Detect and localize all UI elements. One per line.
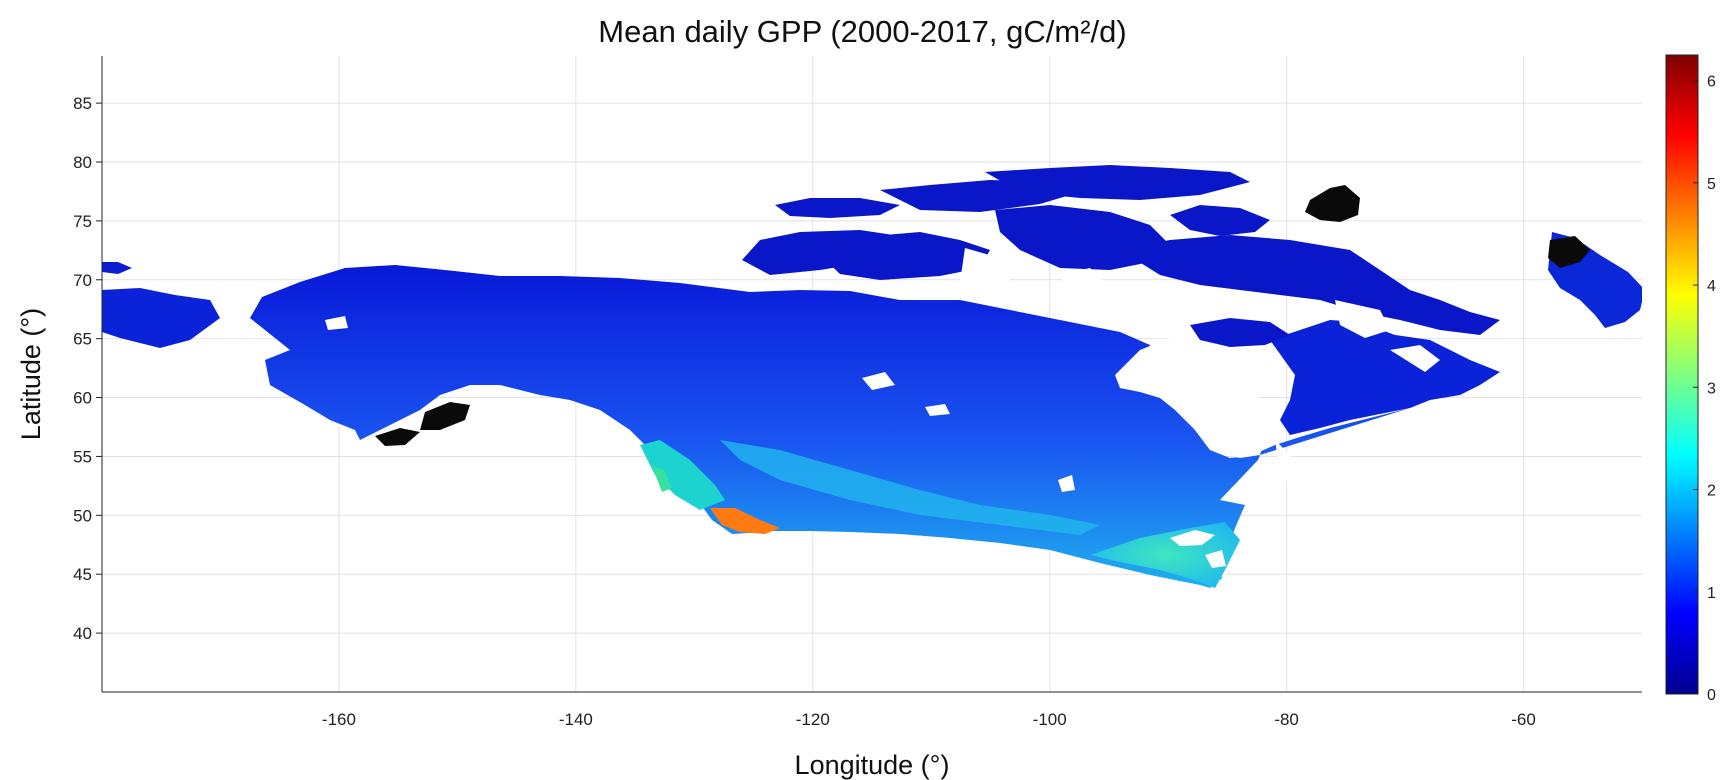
haida-gwaii xyxy=(652,466,672,492)
colorbar-ticks: 0 1 2 3 4 5 6 xyxy=(1693,74,1716,704)
y-axis-label: Latitude (°) xyxy=(16,308,46,440)
mainland-region xyxy=(250,265,1410,588)
y-tick-label: 70 xyxy=(73,271,92,290)
lake-huron xyxy=(1205,550,1226,568)
siberia-edge xyxy=(102,262,132,274)
gpp-map xyxy=(102,165,1642,588)
chart-title: Mean daily GPP (2000-2017, gC/m²/d) xyxy=(598,14,1127,49)
interior-lakes xyxy=(210,316,1075,492)
x-tick-label: -80 xyxy=(1274,710,1299,729)
pacific-coast-forest xyxy=(640,440,725,510)
y-tick-label: 85 xyxy=(73,94,92,113)
colorbar xyxy=(1665,54,1699,695)
x-tick-label: -120 xyxy=(796,710,830,729)
colorbar-tick-label: 2 xyxy=(1707,483,1716,500)
x-tick-labels: -160 -140 -120 -100 -80 -60 xyxy=(322,710,1536,729)
colorbar-tick-label: 4 xyxy=(1707,278,1716,295)
x-tick-label: -100 xyxy=(1033,710,1067,729)
boreal-plains xyxy=(720,440,1100,535)
coast-range-nodata xyxy=(375,428,420,446)
y-tick-label: 45 xyxy=(73,565,92,584)
y-tick-label: 55 xyxy=(73,447,92,466)
y-tick-label: 65 xyxy=(73,330,92,349)
arctic-inlets xyxy=(960,248,1440,372)
colorbar-tick-label: 6 xyxy=(1707,74,1716,91)
hudson-bay xyxy=(1115,332,1270,458)
y-tick-label: 80 xyxy=(73,153,92,172)
x-tick-label: -140 xyxy=(559,710,593,729)
vancouver-island xyxy=(710,508,780,534)
x-tick-label: -60 xyxy=(1511,710,1536,729)
y-tick-label: 60 xyxy=(73,389,92,408)
james-bay xyxy=(1275,440,1300,490)
colorbar-tick-label: 1 xyxy=(1707,585,1716,602)
y-tick-label: 40 xyxy=(73,624,92,643)
y-tick-label: 75 xyxy=(73,212,92,231)
labrador-region xyxy=(1270,320,1500,435)
y-tick-label: 50 xyxy=(73,506,92,525)
greenland-coast-nodata xyxy=(1548,236,1590,268)
y-tick-labels: 40 45 50 55 60 65 70 75 80 85 xyxy=(73,94,102,643)
arctic-archipelago xyxy=(742,165,1500,347)
colorbar-tick-label: 0 xyxy=(1707,687,1716,704)
x-axis-label: Longitude (°) xyxy=(795,750,950,780)
greenland-nodata xyxy=(1305,185,1360,222)
colorbar-tick-label: 3 xyxy=(1707,380,1716,397)
colorbar-tick-label: 5 xyxy=(1707,176,1716,193)
alaska-range-nodata xyxy=(420,402,470,430)
alaska-west xyxy=(102,288,220,348)
x-tick-label: -160 xyxy=(322,710,356,729)
lake-superior xyxy=(1170,530,1215,546)
